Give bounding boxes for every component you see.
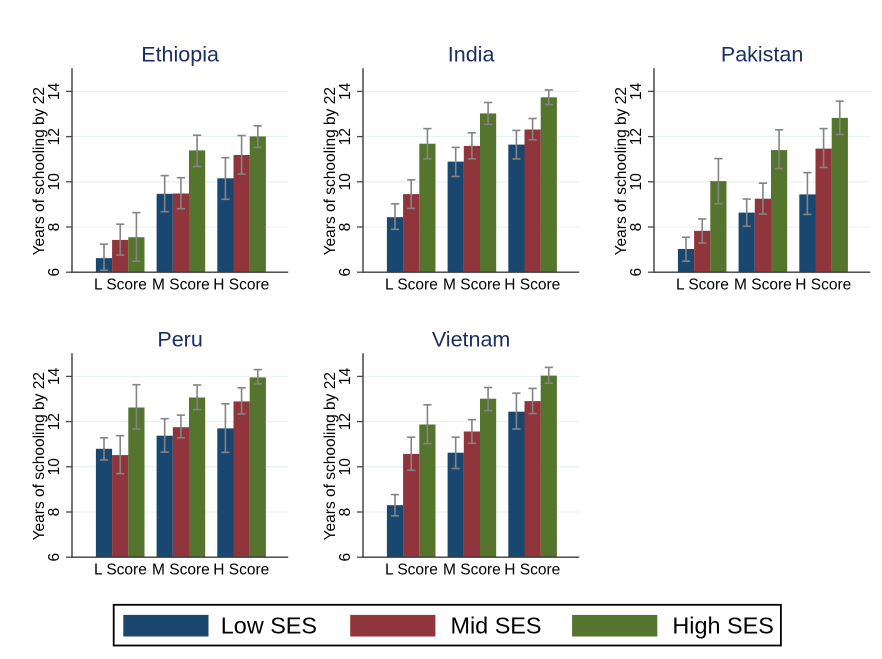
svg-text:14: 14	[628, 82, 645, 100]
svg-text:10: 10	[337, 458, 354, 476]
svg-text:L Score: L Score	[385, 561, 438, 578]
svg-text:L Score: L Score	[94, 276, 147, 293]
svg-text:L Score: L Score	[385, 276, 438, 293]
svg-text:Years of schooling by 22: Years of schooling by 22	[322, 372, 339, 540]
svg-text:H Score: H Score	[795, 276, 851, 293]
svg-text:8: 8	[46, 508, 63, 517]
svg-text:8: 8	[337, 223, 354, 232]
svg-text:14: 14	[46, 367, 63, 385]
svg-text:Low SES: Low SES	[221, 613, 317, 639]
svg-text:Peru: Peru	[157, 327, 202, 351]
svg-text:Years of schooling by 22: Years of schooling by 22	[322, 87, 339, 255]
svg-text:10: 10	[46, 458, 63, 476]
svg-text:8: 8	[46, 223, 63, 232]
svg-text:Mid SES: Mid SES	[451, 613, 542, 639]
svg-text:L Score: L Score	[94, 561, 147, 578]
svg-text:Ethiopia: Ethiopia	[141, 42, 219, 66]
svg-text:M Score: M Score	[443, 561, 501, 578]
svg-text:High SES: High SES	[672, 613, 773, 639]
svg-text:H Score: H Score	[504, 561, 560, 578]
svg-text:10: 10	[628, 173, 645, 191]
svg-text:6: 6	[337, 553, 354, 562]
svg-text:6: 6	[46, 268, 63, 277]
svg-text:6: 6	[46, 553, 63, 562]
svg-text:L Score: L Score	[676, 276, 729, 293]
svg-text:M Score: M Score	[152, 561, 210, 578]
svg-text:Years of schooling by 22: Years of schooling by 22	[31, 87, 48, 255]
svg-text:6: 6	[628, 268, 645, 277]
svg-text:12: 12	[628, 128, 645, 145]
svg-text:M Score: M Score	[734, 276, 792, 293]
svg-text:6: 6	[337, 268, 354, 277]
svg-text:14: 14	[337, 82, 354, 100]
svg-text:M Score: M Score	[443, 276, 501, 293]
svg-text:8: 8	[628, 223, 645, 232]
svg-text:12: 12	[337, 128, 354, 145]
svg-text:12: 12	[46, 413, 63, 430]
svg-text:H Score: H Score	[213, 561, 269, 578]
svg-text:10: 10	[46, 173, 63, 191]
svg-text:Years of schooling by 22: Years of schooling by 22	[31, 372, 48, 540]
svg-text:H Score: H Score	[504, 276, 560, 293]
svg-text:Vietnam: Vietnam	[432, 327, 510, 351]
svg-text:8: 8	[337, 508, 354, 517]
svg-text:Years of schooling by 22: Years of schooling by 22	[613, 87, 630, 255]
svg-text:M Score: M Score	[152, 276, 210, 293]
svg-text:India: India	[448, 42, 495, 66]
svg-text:H Score: H Score	[213, 276, 269, 293]
svg-text:12: 12	[46, 128, 63, 145]
svg-text:10: 10	[337, 173, 354, 191]
svg-text:14: 14	[337, 367, 354, 385]
svg-text:Pakistan: Pakistan	[721, 42, 803, 66]
svg-text:12: 12	[337, 413, 354, 430]
svg-text:14: 14	[46, 82, 63, 100]
